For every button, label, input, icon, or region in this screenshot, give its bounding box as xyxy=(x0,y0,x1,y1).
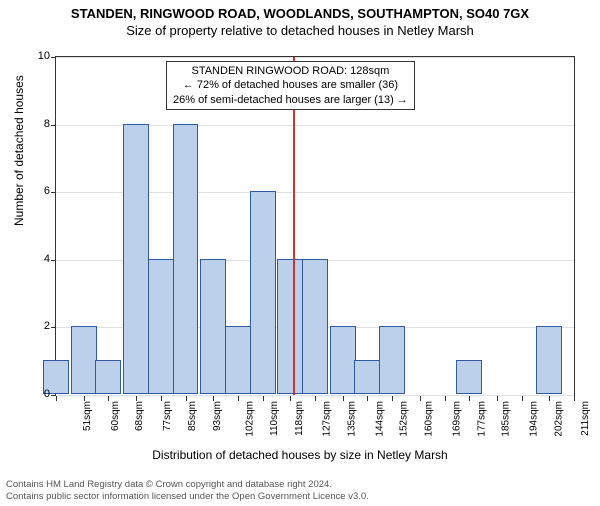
xtick-label: 127sqm xyxy=(322,401,333,437)
xtick-mark xyxy=(522,396,523,401)
xtick-label: 144sqm xyxy=(374,401,385,437)
histogram-bar xyxy=(354,360,380,394)
title-main: STANDEN, RINGWOOD ROAD, WOODLANDS, SOUTH… xyxy=(0,6,600,21)
y-axis-label: Number of detached houses xyxy=(12,75,26,226)
xtick-mark xyxy=(108,396,109,401)
xtick-label: 68sqm xyxy=(134,401,145,431)
xtick-label: 77sqm xyxy=(162,401,173,431)
xtick-label: 177sqm xyxy=(476,401,487,437)
ytick-mark xyxy=(51,192,56,193)
xtick-label: 93sqm xyxy=(212,401,223,431)
xtick-label: 110sqm xyxy=(269,401,280,436)
xtick-mark xyxy=(186,396,187,401)
ytick-label: 4 xyxy=(30,253,50,265)
ytick-label: 8 xyxy=(30,118,50,130)
xtick-mark xyxy=(574,396,575,401)
xtick-label: 85sqm xyxy=(187,401,198,431)
xtick-mark xyxy=(263,396,264,401)
xtick-label: 211sqm xyxy=(580,401,591,436)
footer-line1: Contains HM Land Registry data © Crown c… xyxy=(6,479,369,490)
gridline xyxy=(56,57,574,58)
annotation-line1: STANDEN RINGWOOD ROAD: 128sqm xyxy=(173,64,408,78)
xtick-label: 102sqm xyxy=(245,401,256,437)
ytick-mark xyxy=(51,125,56,126)
histogram-bar xyxy=(225,326,251,394)
xtick-mark xyxy=(549,396,550,401)
x-axis-label: Distribution of detached houses by size … xyxy=(0,448,600,462)
xtick-mark xyxy=(56,396,57,401)
title-sub: Size of property relative to detached ho… xyxy=(0,23,600,38)
ytick-label: 6 xyxy=(30,185,50,197)
xtick-label: 185sqm xyxy=(501,401,512,437)
plot-area: 51sqm60sqm68sqm77sqm85sqm93sqm102sqm110s… xyxy=(55,56,575,396)
xtick-mark xyxy=(315,396,316,401)
ytick-mark xyxy=(51,57,56,58)
annotation-box: STANDEN RINGWOOD ROAD: 128sqm← 72% of de… xyxy=(166,61,415,110)
histogram-bar xyxy=(148,259,174,394)
xtick-label: 118sqm xyxy=(293,401,304,436)
histogram-bar xyxy=(173,124,199,394)
histogram-bar xyxy=(200,259,226,394)
ytick-label: 10 xyxy=(30,50,50,62)
xtick-mark xyxy=(136,396,137,401)
xtick-mark xyxy=(497,396,498,401)
xtick-label: 169sqm xyxy=(451,401,462,437)
ytick-mark xyxy=(51,327,56,328)
histogram-bar xyxy=(330,326,356,394)
histogram-bar xyxy=(456,360,482,394)
histogram-bar xyxy=(302,259,328,394)
xtick-mark xyxy=(290,396,291,401)
xtick-mark xyxy=(238,396,239,401)
xtick-label: 202sqm xyxy=(553,401,564,437)
xtick-mark xyxy=(420,396,421,401)
xtick-mark xyxy=(84,396,85,401)
xtick-mark xyxy=(367,396,368,401)
xtick-label: 152sqm xyxy=(399,401,410,437)
xtick-mark xyxy=(343,396,344,401)
histogram-bar xyxy=(71,326,97,394)
ytick-label: 2 xyxy=(30,320,50,332)
histogram-bar xyxy=(123,124,149,394)
xtick-label: 160sqm xyxy=(424,401,435,437)
annotation-line2: ← 72% of detached houses are smaller (36… xyxy=(173,78,408,92)
histogram-chart: 51sqm60sqm68sqm77sqm85sqm93sqm102sqm110s… xyxy=(55,56,575,396)
annotation-line3: 26% of semi-detached houses are larger (… xyxy=(173,93,408,107)
xtick-mark xyxy=(445,396,446,401)
histogram-bar xyxy=(277,259,303,394)
histogram-bar xyxy=(95,360,121,394)
ytick-label: 0 xyxy=(30,388,50,400)
xtick-label: 135sqm xyxy=(347,401,358,437)
xtick-label: 60sqm xyxy=(110,401,121,431)
histogram-bar xyxy=(536,326,562,394)
xtick-mark xyxy=(161,396,162,401)
xtick-label: 194sqm xyxy=(528,401,539,437)
xtick-mark xyxy=(213,396,214,401)
histogram-bar xyxy=(379,326,405,394)
footer-line2: Contains public sector information licen… xyxy=(6,491,369,502)
footer-attribution: Contains HM Land Registry data © Crown c… xyxy=(6,479,369,502)
xtick-mark xyxy=(392,396,393,401)
ytick-mark xyxy=(51,260,56,261)
xtick-label: 51sqm xyxy=(82,401,93,431)
xtick-mark xyxy=(469,396,470,401)
histogram-bar xyxy=(250,191,276,394)
